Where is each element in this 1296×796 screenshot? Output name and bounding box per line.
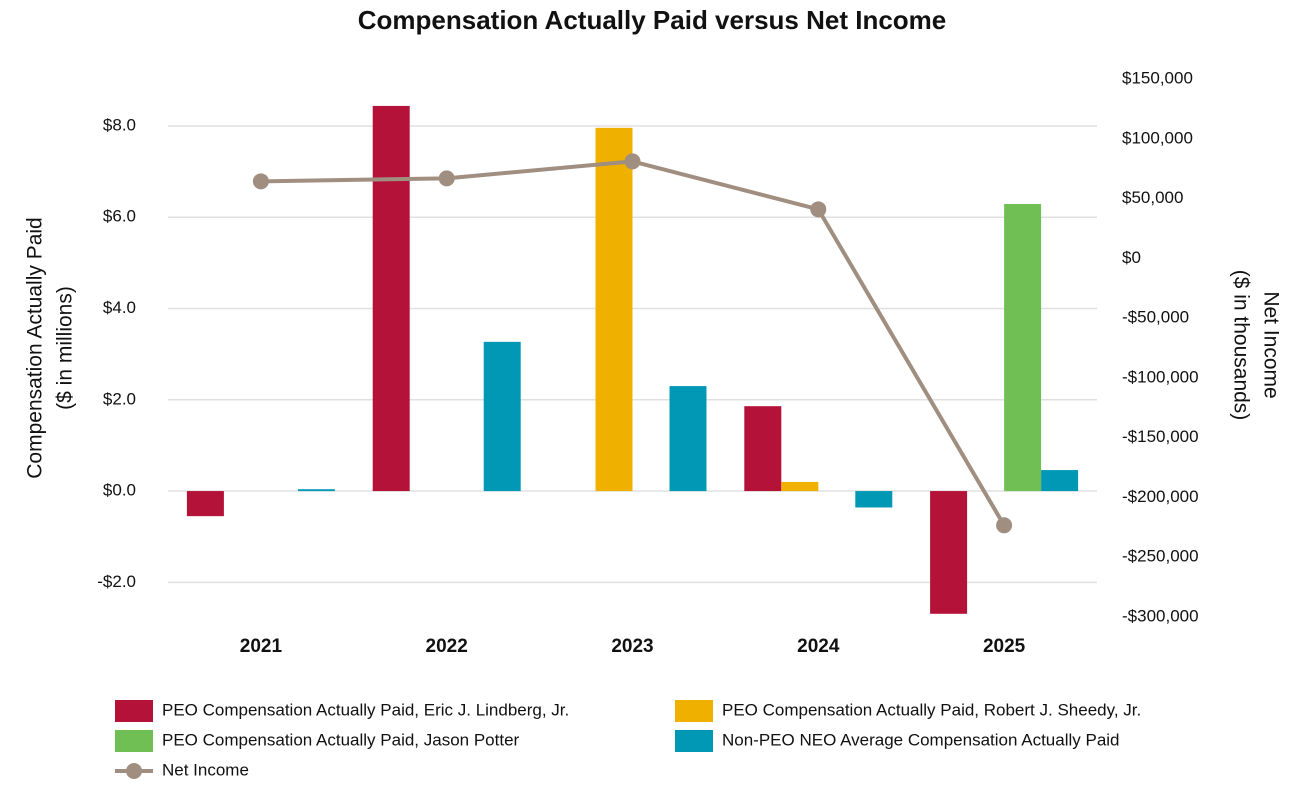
y-tick-label: $0.0	[103, 481, 136, 500]
y2-tick-label: -$200,000	[1122, 487, 1199, 506]
y-tick-label: $4.0	[103, 298, 136, 317]
legend-label: Net Income	[162, 760, 249, 779]
legend-swatch	[675, 730, 713, 752]
legend-label: PEO Compensation Actually Paid, Jason Po…	[162, 730, 520, 749]
y2-tick-label: -$100,000	[1122, 367, 1199, 386]
line-marker	[996, 517, 1013, 534]
y-axis-title-line: ($ in millions)	[54, 286, 77, 410]
bar	[297, 489, 335, 492]
legend-swatch	[115, 700, 153, 722]
legend-label: Non-PEO NEO Average Compensation Actuall…	[722, 730, 1120, 749]
bar	[1004, 204, 1042, 492]
y2-tick-label: -$50,000	[1122, 308, 1189, 327]
y2-axis-title-line: Net Income	[1259, 291, 1282, 398]
y2-axis-title: Net Income ($ in thousands)	[1229, 270, 1282, 421]
bar	[1041, 470, 1079, 492]
bar	[930, 491, 968, 614]
y2-tick-label: -$300,000	[1122, 606, 1199, 625]
bar	[855, 491, 893, 508]
y-axis-title: Compensation Actually Paid ($ in million…	[24, 217, 77, 479]
bar	[186, 491, 224, 517]
line-marker	[438, 170, 455, 187]
bar	[483, 341, 521, 492]
x-tick-label: 2022	[426, 636, 468, 657]
y-tick-label: $2.0	[103, 389, 136, 408]
y-tick-label: -$2.0	[97, 572, 136, 591]
bar	[669, 386, 707, 492]
x-tick-label: 2025	[983, 636, 1026, 657]
y2-tick-label: -$150,000	[1122, 427, 1199, 446]
bar	[744, 406, 782, 492]
y-tick-label: $8.0	[103, 115, 136, 134]
x-tick-label: 2023	[611, 636, 653, 657]
y2-tick-label: $0	[1122, 248, 1141, 267]
y-tick-label: $6.0	[103, 207, 136, 226]
legend-label: PEO Compensation Actually Paid, Robert J…	[722, 700, 1141, 719]
x-tick-label: 2024	[797, 636, 840, 657]
legend-swatch	[115, 730, 153, 752]
line-marker	[252, 173, 269, 190]
bar	[781, 481, 819, 492]
y2-axis-title-line: ($ in thousands)	[1229, 270, 1252, 421]
y2-tick-label: $100,000	[1122, 128, 1193, 147]
bar	[372, 105, 410, 492]
y2-tick-label: -$250,000	[1122, 547, 1199, 566]
y2-tick-label: $50,000	[1122, 188, 1183, 207]
y-axis-title-line: Compensation Actually Paid	[24, 217, 47, 479]
bar	[595, 127, 633, 492]
chart-title: Compensation Actually Paid versus Net In…	[358, 5, 947, 35]
legend-swatch	[675, 700, 713, 722]
legend-swatch	[126, 763, 142, 779]
y2-tick-label: $150,000	[1122, 68, 1193, 87]
legend-label: PEO Compensation Actually Paid, Eric J. …	[162, 700, 569, 719]
line-marker	[810, 201, 827, 218]
line-marker	[624, 153, 641, 170]
x-tick-label: 2021	[240, 636, 283, 657]
